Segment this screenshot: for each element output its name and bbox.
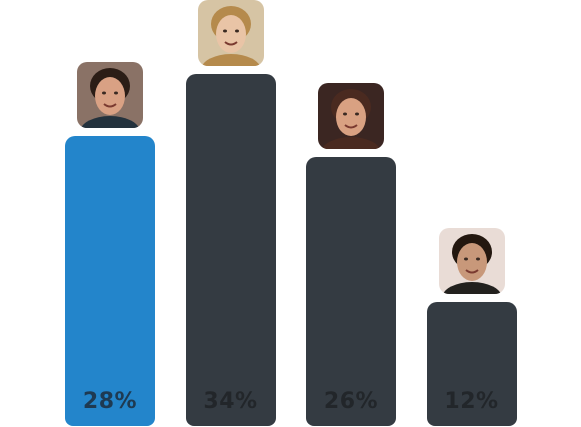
woman-blonde-hair-portrait-icon [197, 0, 264, 67]
bar-1: 28% [65, 136, 155, 426]
man-curly-hair-smiling-portrait-icon [77, 62, 143, 129]
bar-3: 26% [306, 156, 396, 426]
bar-value-label-4: 12% [444, 388, 499, 414]
bar-2: 34% [185, 74, 276, 426]
bar-value-label-3: 26% [323, 388, 379, 414]
man-beard-smiling-portrait-icon [438, 227, 505, 294]
bar-value-label-1: 28% [82, 388, 138, 414]
bar-4: 12% [426, 301, 517, 426]
woman-brown-hair-smiling-portrait-icon [318, 82, 384, 149]
bar-value-label-2: 34% [203, 388, 258, 414]
